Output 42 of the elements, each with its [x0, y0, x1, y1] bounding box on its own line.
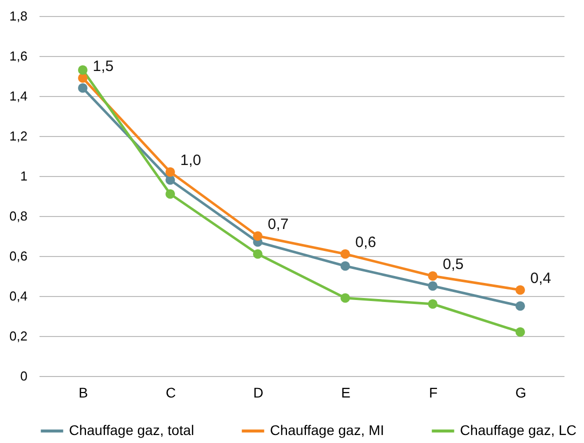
data-label: 1,5 [92, 58, 114, 75]
point [428, 299, 438, 309]
point [78, 83, 88, 93]
point [78, 73, 88, 83]
point [428, 281, 438, 291]
x-tick-label: C [166, 384, 176, 400]
x-tick-label: G [515, 384, 526, 400]
y-tick-label: 1 [20, 168, 28, 184]
x-tick-label: F [428, 384, 438, 400]
data-label: 0,4 [530, 270, 552, 287]
legend-label: Chauffage gaz, MI [270, 422, 384, 438]
x-tick-label: B [78, 384, 88, 400]
y-tick-label: 0,8 [9, 208, 28, 224]
point [166, 189, 175, 199]
point [340, 261, 350, 271]
legend-label: Chauffage gaz, total [69, 422, 194, 438]
y-tick-label: 1,2 [9, 128, 28, 144]
point [516, 301, 525, 311]
point [166, 175, 175, 185]
legend-label: Chauffage gaz, LC [460, 422, 576, 438]
y-tick-label: 0 [20, 368, 28, 384]
y-tick-label: 1,6 [9, 48, 28, 64]
x-tick-label: E [341, 384, 350, 400]
data-label: 0,6 [355, 234, 376, 251]
x-tick-label: D [253, 384, 264, 400]
point [166, 167, 175, 177]
data-label: 0,7 [268, 216, 289, 233]
point [516, 327, 525, 337]
point [253, 231, 262, 241]
y-tick-label: 1,8 [9, 8, 28, 24]
point [340, 249, 350, 259]
y-tick-label: 0,2 [9, 328, 28, 344]
point [428, 271, 438, 281]
y-tick-label: 1,4 [9, 88, 28, 104]
y-tick-label: 0,4 [9, 288, 28, 304]
point [253, 249, 262, 259]
point [516, 285, 525, 295]
data-label: 0,5 [442, 256, 464, 273]
y-tick-label: 0,6 [9, 248, 28, 264]
point [78, 65, 88, 75]
data-label: 1,0 [180, 152, 202, 169]
point [340, 293, 350, 303]
